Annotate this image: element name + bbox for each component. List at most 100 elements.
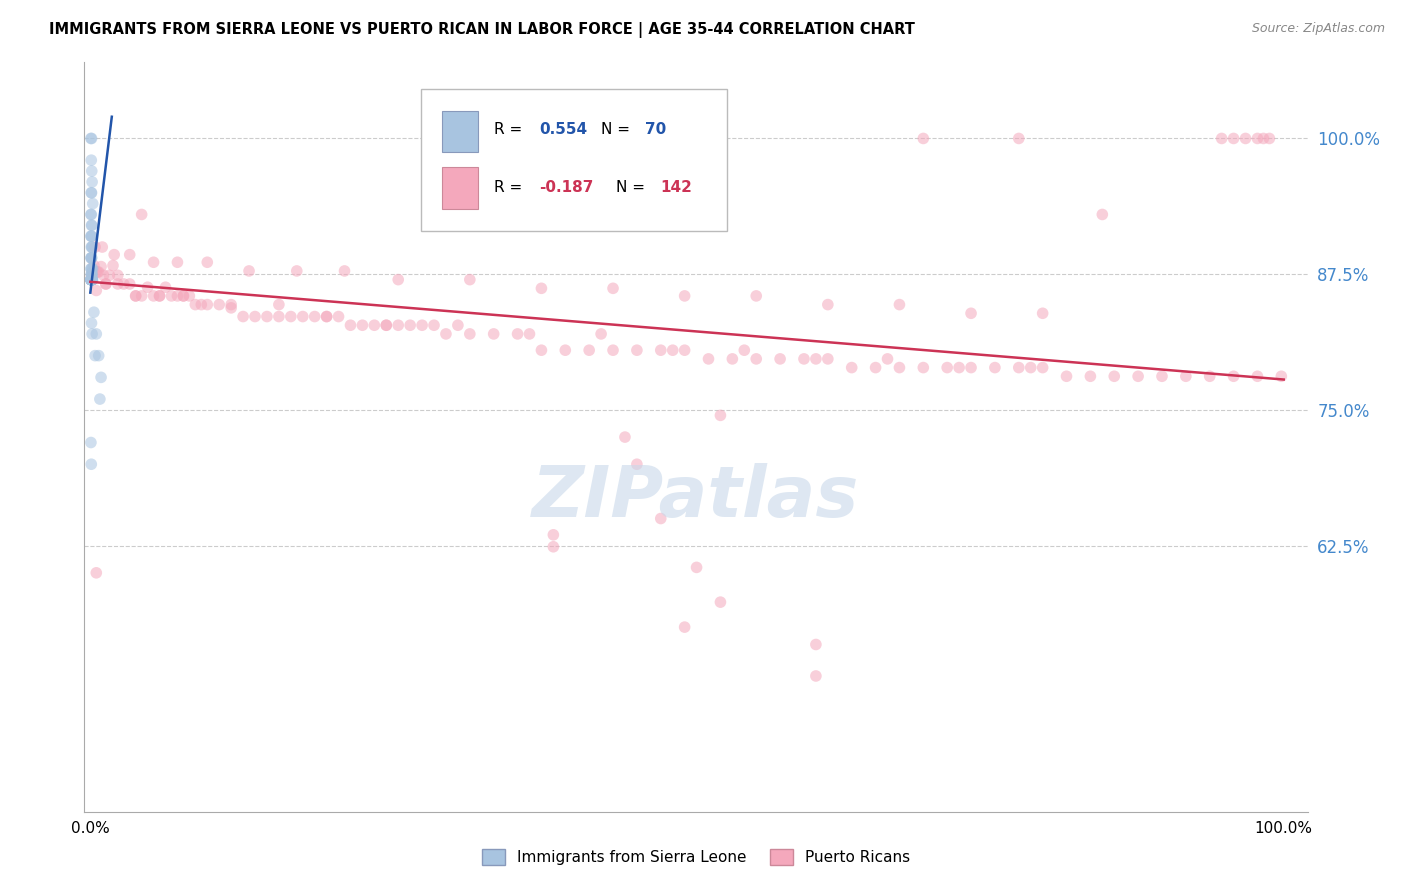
Point bbox=[80, 457, 103, 471]
Point bbox=[160, 289, 183, 303]
FancyBboxPatch shape bbox=[441, 168, 478, 209]
Point bbox=[80, 240, 103, 254]
Point bbox=[80, 261, 103, 276]
Point bbox=[1246, 131, 1268, 145]
Point bbox=[148, 289, 170, 303]
Point bbox=[80, 251, 103, 265]
Point bbox=[82, 272, 104, 286]
Point bbox=[519, 326, 541, 341]
Point bbox=[1174, 369, 1197, 384]
Text: R =: R = bbox=[494, 180, 527, 195]
Point bbox=[232, 310, 254, 324]
Point bbox=[219, 297, 242, 311]
Point bbox=[238, 264, 260, 278]
Point bbox=[84, 284, 107, 298]
Point bbox=[745, 351, 768, 366]
Point bbox=[80, 186, 103, 200]
Point bbox=[80, 272, 103, 286]
Point bbox=[101, 259, 124, 273]
Text: N =: N = bbox=[616, 180, 651, 195]
Point bbox=[80, 272, 103, 286]
Point bbox=[709, 409, 731, 423]
Point bbox=[172, 289, 194, 303]
Point bbox=[387, 318, 409, 333]
Point bbox=[841, 360, 863, 375]
Point bbox=[93, 268, 115, 283]
Point bbox=[80, 272, 103, 286]
Point bbox=[80, 272, 103, 286]
Point bbox=[131, 207, 153, 221]
Text: 0.554: 0.554 bbox=[540, 122, 588, 137]
Point bbox=[80, 267, 103, 281]
Point bbox=[112, 277, 135, 291]
Point bbox=[1253, 131, 1275, 145]
Point bbox=[90, 370, 112, 384]
Point bbox=[709, 595, 731, 609]
Point bbox=[889, 297, 911, 311]
Point bbox=[267, 310, 290, 324]
Text: 70: 70 bbox=[644, 122, 666, 137]
Point bbox=[1246, 369, 1268, 384]
Point bbox=[80, 207, 103, 221]
Point bbox=[1222, 131, 1244, 145]
Point bbox=[315, 310, 337, 324]
Point bbox=[889, 360, 911, 375]
Point bbox=[80, 219, 103, 233]
Point bbox=[1270, 369, 1292, 384]
Point bbox=[80, 316, 103, 330]
Point bbox=[208, 297, 231, 311]
FancyBboxPatch shape bbox=[420, 88, 727, 231]
Point bbox=[661, 343, 683, 358]
Point bbox=[80, 272, 103, 286]
Point bbox=[721, 351, 744, 366]
Point bbox=[82, 265, 104, 279]
Point bbox=[80, 131, 103, 145]
Point bbox=[673, 620, 696, 634]
Point bbox=[80, 251, 103, 265]
Point bbox=[124, 289, 146, 303]
Point bbox=[685, 560, 707, 574]
Point bbox=[733, 343, 755, 358]
Point bbox=[447, 318, 470, 333]
Point bbox=[80, 272, 103, 286]
Point bbox=[80, 251, 103, 265]
Point bbox=[793, 351, 815, 366]
Point bbox=[602, 343, 624, 358]
Point bbox=[1234, 131, 1257, 145]
Point bbox=[118, 277, 141, 291]
Legend: Immigrants from Sierra Leone, Puerto Ricans: Immigrants from Sierra Leone, Puerto Ric… bbox=[477, 843, 915, 871]
Point bbox=[80, 272, 103, 286]
Point bbox=[339, 318, 361, 333]
Point bbox=[103, 247, 125, 261]
Point bbox=[80, 272, 103, 286]
Point bbox=[984, 360, 1007, 375]
Text: N =: N = bbox=[600, 122, 634, 137]
Point bbox=[87, 265, 110, 279]
Point bbox=[82, 240, 104, 254]
Point bbox=[1102, 369, 1125, 384]
Point bbox=[219, 301, 242, 315]
Point bbox=[80, 272, 103, 286]
Point bbox=[804, 351, 827, 366]
Point bbox=[142, 255, 165, 269]
Point bbox=[352, 318, 374, 333]
Point bbox=[578, 343, 600, 358]
Point bbox=[363, 318, 385, 333]
Point bbox=[673, 343, 696, 358]
Point bbox=[876, 351, 898, 366]
Point bbox=[423, 318, 446, 333]
Point bbox=[912, 360, 935, 375]
Point bbox=[91, 240, 114, 254]
Point bbox=[328, 310, 350, 324]
Point bbox=[82, 175, 104, 189]
Point bbox=[1008, 360, 1031, 375]
Point bbox=[82, 326, 104, 341]
Point bbox=[80, 229, 103, 244]
Point bbox=[118, 247, 141, 261]
Point bbox=[315, 310, 337, 324]
Point bbox=[82, 272, 104, 286]
Point bbox=[148, 289, 170, 303]
Point bbox=[124, 289, 146, 303]
Point bbox=[86, 265, 108, 279]
Point bbox=[673, 289, 696, 303]
